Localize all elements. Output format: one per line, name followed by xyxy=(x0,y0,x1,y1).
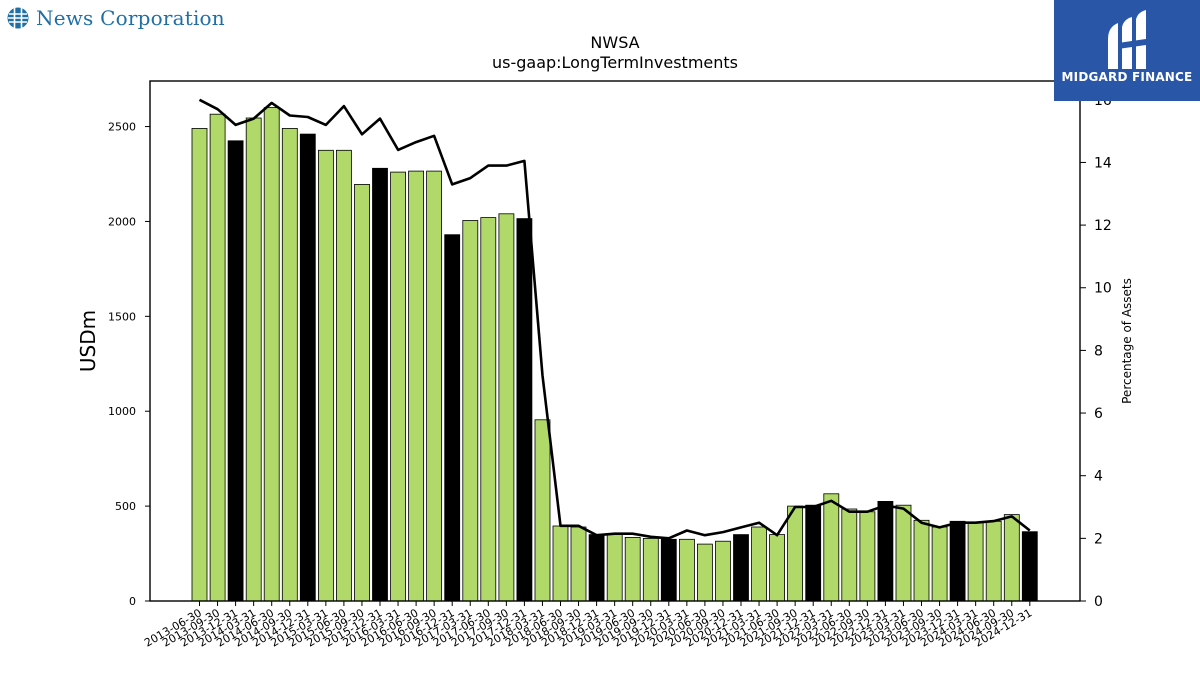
bar xyxy=(859,511,876,602)
bar xyxy=(1021,531,1038,602)
y-tick-label: 500 xyxy=(115,500,136,513)
bar xyxy=(570,526,587,602)
y-tick-label: 1500 xyxy=(108,310,136,323)
left-axis-ticks: 0 500 1000 1500 2000 2500 xyxy=(108,121,150,608)
bar xyxy=(263,107,280,602)
y-tick-label: 2000 xyxy=(108,215,136,228)
bar xyxy=(317,149,334,602)
bar xyxy=(985,520,1002,602)
chart-title: NWSA xyxy=(590,33,639,52)
bar xyxy=(335,149,352,602)
bar xyxy=(823,493,840,602)
bar xyxy=(426,170,443,602)
y2-tick-label: 12 xyxy=(1094,218,1112,234)
bar xyxy=(245,117,262,602)
bar xyxy=(354,183,370,602)
bar xyxy=(733,534,749,602)
bar xyxy=(372,167,388,602)
y2-tick-label: 2 xyxy=(1094,531,1103,547)
y-axis-label: USDm xyxy=(76,310,100,372)
bar xyxy=(841,508,858,602)
bar xyxy=(642,538,659,602)
bar xyxy=(1003,514,1020,602)
right-axis-ticks: 0246810121416 xyxy=(1080,93,1112,610)
chart-subtitle: us-gaap:LongTermInvestments xyxy=(492,53,738,72)
y2-tick-label: 14 xyxy=(1094,155,1112,171)
y-tick-label: 2500 xyxy=(108,121,136,134)
bar xyxy=(697,543,713,602)
brand-logo: MIDGARD FINANCE xyxy=(1054,0,1200,101)
bar xyxy=(769,534,785,602)
y2-tick-label: 10 xyxy=(1094,281,1112,297)
bar xyxy=(805,504,822,602)
bar xyxy=(534,419,551,602)
bar xyxy=(877,500,894,602)
bar xyxy=(895,504,912,602)
bar xyxy=(967,521,984,602)
brand-name: MIDGARD FINANCE xyxy=(1061,70,1193,84)
bar xyxy=(408,170,425,602)
bar xyxy=(624,537,641,602)
bars-group xyxy=(191,107,1038,602)
bar xyxy=(516,218,533,602)
bar xyxy=(390,171,407,602)
bar xyxy=(498,213,515,602)
y2-tick-label: 8 xyxy=(1094,343,1103,359)
bar xyxy=(679,538,695,602)
bar xyxy=(444,234,461,602)
globe-icon xyxy=(7,7,29,29)
midgard-logo-icon xyxy=(1108,10,1146,69)
percentage-line xyxy=(198,98,1031,540)
bar xyxy=(715,540,731,602)
bar xyxy=(949,520,966,602)
bar xyxy=(931,526,948,602)
company-logo: News Corporation xyxy=(6,6,225,30)
y2-tick-label: 6 xyxy=(1094,406,1103,422)
bar xyxy=(606,534,623,602)
bar xyxy=(462,220,479,602)
bar xyxy=(299,133,316,602)
y2-tick-label: 0 xyxy=(1094,594,1103,610)
y-tick-label: 0 xyxy=(129,595,136,608)
bar xyxy=(660,538,677,602)
bar xyxy=(227,140,244,602)
percentage-line-group xyxy=(198,98,1031,540)
x-axis-ticks: 2013-06-302013-09-302013-12-312014-03-31… xyxy=(142,601,1034,650)
y-tick-label: 1000 xyxy=(108,405,136,418)
bar xyxy=(552,525,569,602)
bar xyxy=(281,127,298,602)
bar xyxy=(209,113,226,602)
bar xyxy=(751,526,767,602)
bar xyxy=(480,217,497,602)
bar xyxy=(913,519,930,602)
bar xyxy=(191,127,208,602)
y2-axis-label: Percentage of Assets xyxy=(1120,278,1134,404)
bar xyxy=(787,505,803,602)
company-name: News Corporation xyxy=(36,6,225,30)
y2-tick-label: 4 xyxy=(1094,469,1103,485)
bar xyxy=(588,534,605,602)
